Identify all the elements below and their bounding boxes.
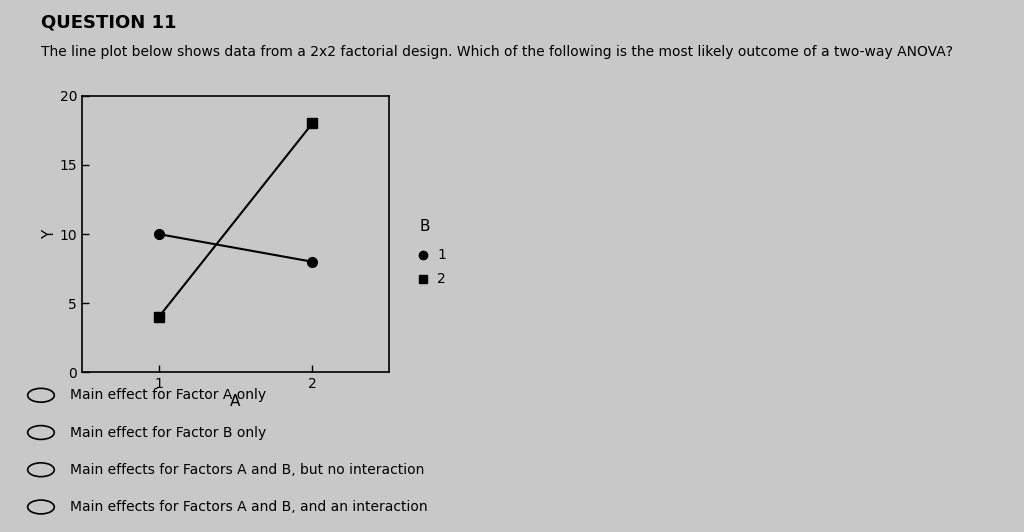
Text: 2: 2 [437, 272, 446, 286]
Text: The line plot below shows data from a 2x2 factorial design. Which of the followi: The line plot below shows data from a 2x… [41, 45, 953, 59]
Text: Main effect for Factor B only: Main effect for Factor B only [70, 426, 266, 439]
Text: QUESTION 11: QUESTION 11 [41, 13, 176, 31]
Text: B: B [420, 219, 430, 234]
Text: Main effects for Factors A and B, but no interaction: Main effects for Factors A and B, but no… [70, 463, 424, 477]
Text: Main effect for Factor A only: Main effect for Factor A only [70, 388, 266, 402]
Y-axis label: Y: Y [42, 229, 56, 239]
Text: 1: 1 [437, 248, 446, 262]
Text: Main effects for Factors A and B, and an interaction: Main effects for Factors A and B, and an… [70, 500, 427, 514]
X-axis label: A: A [230, 394, 241, 409]
